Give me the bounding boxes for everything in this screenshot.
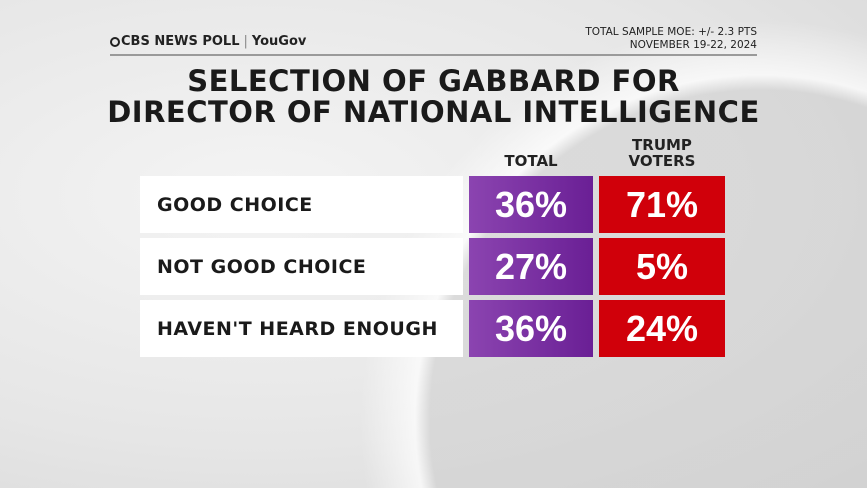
row-label: HAVEN'T HEARD ENOUGH <box>140 300 463 357</box>
value-cell-trump-voters: 5% <box>599 238 725 295</box>
yougov-logo: YouGov <box>251 34 307 49</box>
chart-title: SELECTION OF GABBARD FOR DIRECTOR OF NAT… <box>107 64 760 129</box>
value-cell-total: 36% <box>469 176 593 233</box>
column-header-trump-voters: TRUMP VOTERS <box>628 136 696 170</box>
header: CBS NEWS POLL | YouGov TOTAL SAMPLE MOE: +… <box>110 26 757 56</box>
column-header-total: TOTAL <box>504 152 558 170</box>
value-cell-total: 27% <box>469 238 593 295</box>
value-cell-trump-voters: 24% <box>599 300 725 357</box>
row-label: GOOD CHOICE <box>140 176 463 233</box>
value-cell-total: 36% <box>469 300 593 357</box>
value-cell-trump-voters: 71% <box>599 176 725 233</box>
cbs-news-poll-logo: CBS NEWS POLL | YouGov <box>110 34 306 49</box>
value-label: 71% <box>625 183 699 225</box>
value-label: 5% <box>635 245 689 287</box>
value-label: 36% <box>494 183 568 225</box>
row-label: NOT GOOD CHOICE <box>140 238 463 295</box>
value-label: 36% <box>494 307 568 349</box>
cbs-eye-icon <box>110 37 120 47</box>
value-label: 24% <box>625 307 699 349</box>
dates-text: NOVEMBER 19-22, 2024 <box>629 39 757 51</box>
moe-text: TOTAL SAMPLE MOE: +/- 2.3 PTS <box>585 26 757 38</box>
value-label: 27% <box>494 245 568 287</box>
poll-info: TOTAL SAMPLE MOE: +/- 2.3 PTS NOVEMBER 1… <box>585 26 757 52</box>
logo-separator: | <box>243 34 248 49</box>
